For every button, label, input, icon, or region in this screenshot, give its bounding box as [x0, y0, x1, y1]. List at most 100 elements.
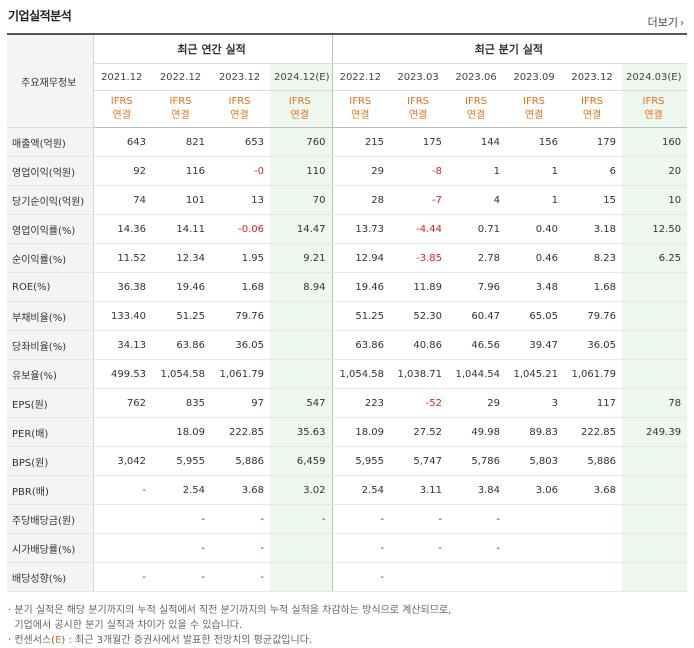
- table-cell: -: [152, 504, 211, 534]
- table-cell: 11.52: [92, 243, 152, 273]
- table-cell: 29: [331, 156, 391, 186]
- table-row: ROE(%) 36.38 19.46 1.68 8.94 19.46 11.89 7.96 3.…: [7, 272, 688, 302]
- table-cell: 27.52: [390, 417, 449, 447]
- table-cell: 19.46: [152, 272, 211, 302]
- table-cell: 653: [211, 127, 270, 157]
- table-cell: 36.38: [92, 272, 152, 302]
- table-cell: 70: [270, 185, 333, 215]
- table-cell: 34.13: [92, 330, 152, 360]
- table-cell: [506, 562, 565, 592]
- row-label: ROE(%): [7, 272, 93, 302]
- table-cell: -: [270, 504, 333, 534]
- table-row: 주당배당금(원) - - - - - -: [7, 504, 688, 534]
- period-header: 2023.06: [448, 63, 507, 91]
- table-cell: -7: [390, 185, 449, 215]
- table-cell: 2.54: [331, 475, 391, 505]
- table-cell: 14.47: [270, 214, 333, 244]
- ifrs-label: IFRS 연결: [564, 90, 623, 128]
- table-cell: 13.73: [331, 214, 391, 244]
- table-cell: 1,054.58: [152, 359, 211, 389]
- table-cell: 547: [270, 388, 333, 418]
- table-cell: 36.05: [211, 330, 270, 360]
- table-cell: 8.94: [270, 272, 333, 302]
- table-cell: 760: [270, 127, 333, 157]
- table-cell: -: [152, 533, 211, 563]
- period-header: 2023.03: [390, 63, 449, 91]
- table-cell: 97: [211, 388, 270, 418]
- table-cell: 92: [92, 156, 152, 186]
- table-cell: [92, 504, 152, 534]
- table-cell: 3.68: [211, 475, 270, 505]
- ifrs-label: IFRS 연결: [448, 90, 507, 128]
- table-cell: 133.40: [92, 301, 152, 331]
- more-label: 더보기: [647, 16, 678, 29]
- ifrs-label: IFRS 연결: [211, 90, 270, 128]
- table-cell: [506, 533, 565, 563]
- period-header: 2024.12(E): [270, 63, 333, 91]
- row-label: 시가배당률(%): [7, 533, 93, 563]
- table-cell: -: [448, 504, 507, 534]
- table-cell: 3,042: [92, 446, 152, 476]
- table-cell: -52: [390, 388, 449, 418]
- table-cell: 3.02: [270, 475, 333, 505]
- table-cell: [506, 504, 565, 534]
- row-label: BPS(원): [7, 446, 93, 476]
- table-cell: 4: [448, 185, 507, 215]
- ifrs-label: IFRS 연결: [506, 90, 565, 128]
- table-cell: 1,044.54: [448, 359, 507, 389]
- table-row: 영업이익(억원) 92 116 -0 110 29 -8 1 1 6 20: [7, 156, 688, 186]
- table-row: 배당성향(%) - - - -: [7, 562, 688, 592]
- table-cell: 144: [448, 127, 507, 157]
- ifrs-label: IFRS 연결: [270, 90, 333, 128]
- table-cell: 835: [152, 388, 211, 418]
- note-1-cont: 기업에서 공시한 분기 실적과 차이가 있을 수 있습니다.: [14, 620, 243, 631]
- table-cell: 63.86: [331, 330, 391, 360]
- row-label: 유보율(%): [7, 359, 93, 389]
- table-cell: [270, 562, 333, 592]
- table-cell: 2.54: [152, 475, 211, 505]
- table-cell: 1,045.21: [506, 359, 565, 389]
- table-cell: 39.47: [506, 330, 565, 360]
- table-cell: 51.25: [331, 301, 391, 331]
- table-cell: 0.71: [448, 214, 507, 244]
- table-cell: [622, 504, 688, 534]
- table-cell: -: [448, 533, 507, 563]
- table-cell: 5,955: [152, 446, 211, 476]
- table-cell: 18.09: [152, 417, 211, 447]
- table-cell: -: [331, 533, 391, 563]
- table-cell: 49.98: [448, 417, 507, 447]
- row-label: 당좌비율(%): [7, 330, 93, 360]
- table-row: 매출액(억원) 643 821 653 760 215 175 144 156 179 160: [7, 127, 688, 157]
- table-row: 당좌비율(%) 34.13 63.86 36.05 63.86 40.86 46.56 39.…: [7, 330, 688, 360]
- financial-table: 주요재무정보 최근 연간 실적 최근 분기 실적 2021.12 2022.12 2…: [7, 33, 688, 592]
- table-row: 유보율(%) 499.53 1,054.58 1,061.79 1,054.58 1,03…: [7, 359, 688, 389]
- row-label: 당기순이익(억원): [7, 185, 93, 215]
- table-cell: -0: [211, 156, 270, 186]
- table-cell: 9.21: [270, 243, 333, 273]
- table-cell: 175: [390, 127, 449, 157]
- table-cell: 5,886: [211, 446, 270, 476]
- table-cell: 110: [270, 156, 333, 186]
- table-cell: [564, 533, 623, 563]
- table-cell: -: [211, 504, 270, 534]
- table-row: 부채비율(%) 133.40 51.25 79.76 51.25 52.30 60.47 65…: [7, 301, 688, 331]
- period-header: 2022.12: [152, 63, 211, 91]
- more-link[interactable]: 더보기 ›: [648, 14, 684, 30]
- table-cell: 51.25: [152, 301, 211, 331]
- table-cell: [448, 562, 507, 592]
- table-cell: 60.47: [448, 301, 507, 331]
- header-row-groups: 주요재무정보 최근 연간 실적 최근 분기 실적: [7, 33, 688, 128]
- table-cell: 821: [152, 127, 211, 157]
- table-cell: 46.56: [448, 330, 507, 360]
- table-cell: 223: [331, 388, 391, 418]
- table-cell: 29: [448, 388, 507, 418]
- table-row: BPS(원) 3,042 5,955 5,886 6,459 5,955 5,747 5,78…: [7, 446, 688, 476]
- table-cell: 28: [331, 185, 391, 215]
- table-cell: [270, 330, 333, 360]
- table-row: PBR(배) -2.54 3.68 3.02 2.54 3.11 3.84 3.06 3.68: [7, 475, 688, 505]
- table-cell: 7.96: [448, 272, 507, 302]
- table-cell: -: [92, 562, 152, 592]
- table-row: 시가배당률(%) - - - - -: [7, 533, 688, 563]
- table-cell: 89.83: [506, 417, 565, 447]
